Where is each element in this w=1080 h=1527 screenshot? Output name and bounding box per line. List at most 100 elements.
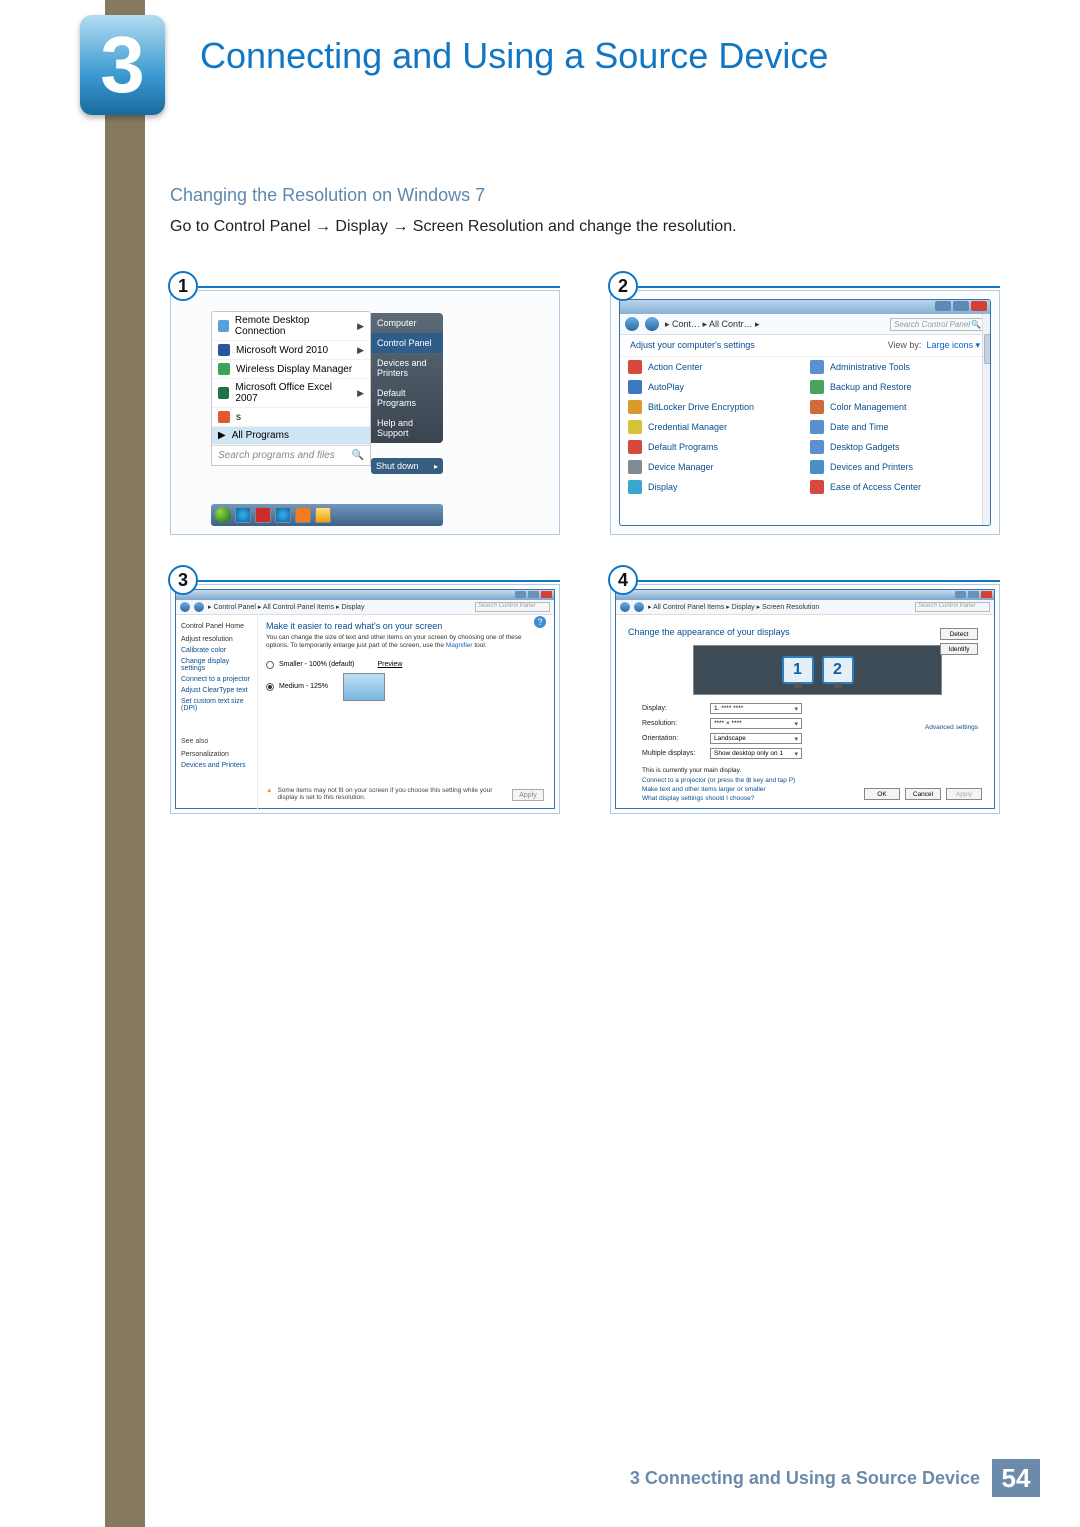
ok-button[interactable]: OK: [864, 788, 900, 800]
chapter-number-badge: 3: [80, 15, 165, 115]
close-button[interactable]: [971, 301, 987, 311]
startmenu-right-item[interactable]: Devices and Printers: [371, 353, 443, 383]
screenres-link[interactable]: Connect to a projector (or press the ⊞ k…: [642, 776, 982, 784]
cp-item[interactable]: BitLocker Drive Encryption: [626, 397, 802, 417]
taskbar-explorer-icon[interactable]: [315, 507, 331, 523]
startmenu-item[interactable]: Remote Desktop Connection▶: [212, 312, 370, 341]
sidebar-link[interactable]: Set custom text size (DPI): [181, 696, 252, 714]
search-input[interactable]: Search Control Panel: [890, 318, 985, 331]
nav-fwd-icon[interactable]: [645, 317, 659, 331]
identify-button[interactable]: Identify: [940, 643, 978, 655]
view-by-dropdown[interactable]: Large icons ▾: [926, 340, 980, 350]
startmenu-search[interactable]: Search programs and files🔍: [212, 445, 370, 465]
cancel-button[interactable]: Cancel: [905, 788, 941, 800]
cp-item[interactable]: Color Management: [808, 397, 984, 417]
minimize-button[interactable]: [935, 301, 951, 311]
maximize-button[interactable]: [953, 301, 969, 311]
cp-item[interactable]: Credential Manager: [626, 417, 802, 437]
maximize-button[interactable]: [968, 591, 979, 598]
taskbar-app-icon[interactable]: [255, 507, 271, 523]
see-also-link[interactable]: Personalization: [181, 749, 252, 760]
cp-item[interactable]: Date and Time: [808, 417, 984, 437]
search-input[interactable]: Search Control Panel: [915, 602, 990, 612]
breadcrumb[interactable]: ▸ All Control Panel Items ▸ Display ▸ Sc…: [648, 603, 819, 611]
cp-items-grid: Action Center Administrative Tools AutoPla…: [620, 356, 990, 497]
startmenu-left-column: Remote Desktop Connection▶Microsoft Word…: [211, 311, 371, 466]
sidebar-link[interactable]: Change display settings: [181, 656, 252, 674]
detect-button[interactable]: Detect: [940, 628, 978, 640]
sidebar-link[interactable]: Adjust ClearType text: [181, 685, 252, 696]
apply-button[interactable]: Apply: [946, 788, 982, 800]
scrollbar[interactable]: [982, 314, 990, 525]
startmenu-item[interactable]: Microsoft Office Excel 2007▶: [212, 379, 370, 408]
startmenu-item[interactable]: s: [212, 408, 370, 427]
resolution-select[interactable]: **** × ****: [710, 718, 802, 729]
step-3-container: 3 ▸ Control Panel ▸ All Control Panel It…: [170, 580, 560, 814]
nav-fwd-icon[interactable]: [194, 602, 204, 612]
taskbar-media-icon[interactable]: [295, 507, 311, 523]
resolution-label: Resolution:: [642, 720, 702, 727]
startmenu-item[interactable]: Wireless Display Manager: [212, 360, 370, 379]
multiple-label: Multiple displays:: [642, 750, 702, 757]
cp-item[interactable]: Action Center: [626, 357, 802, 377]
minimize-button[interactable]: [515, 591, 526, 598]
cp-item[interactable]: Device Manager: [626, 457, 802, 477]
sidebar-home[interactable]: Control Panel Home: [181, 621, 252, 632]
display-window: ▸ Control Panel ▸ All Control Panel Item…: [175, 589, 555, 809]
taskbar-ie-icon[interactable]: [235, 507, 251, 523]
breadcrumb[interactable]: ▸ Cont… ▸ All Contr… ▸: [665, 319, 760, 330]
cp-item[interactable]: Backup and Restore: [808, 377, 984, 397]
monitor-2-icon[interactable]: 2: [822, 656, 854, 684]
startmenu-item[interactable]: Microsoft Word 2010▶: [212, 341, 370, 360]
startmenu-item[interactable]: ▶All Programs: [212, 427, 370, 445]
cp-window: ▸ Cont… ▸ All Contr… ▸ Search Control Pa…: [619, 299, 991, 526]
breadcrumb[interactable]: ▸ Control Panel ▸ All Control Panel Item…: [208, 603, 364, 611]
sidebar-link[interactable]: Connect to a projector: [181, 674, 252, 685]
cp-item[interactable]: Display: [626, 477, 802, 497]
screenshot-4-screenres: ▸ All Control Panel Items ▸ Display ▸ Sc…: [610, 584, 1000, 814]
cp-item[interactable]: Default Programs: [626, 437, 802, 457]
cp-item[interactable]: Devices and Printers: [808, 457, 984, 477]
screenres-body: Change the appearance of your displays 1…: [616, 615, 994, 808]
screenshot-1-startmenu: Remote Desktop Connection▶Microsoft Word…: [170, 290, 560, 535]
close-button[interactable]: [981, 591, 992, 598]
multiple-select[interactable]: Show desktop only on 1: [710, 748, 802, 759]
nav-back-icon[interactable]: [620, 602, 630, 612]
startmenu-right-item[interactable]: Default Programs: [371, 383, 443, 413]
cp-item[interactable]: Ease of Access Center: [808, 477, 984, 497]
apply-button[interactable]: Apply: [512, 789, 544, 801]
orientation-select[interactable]: Landscape: [710, 733, 802, 744]
cp-item[interactable]: Desktop Gadgets: [808, 437, 984, 457]
startmenu-right-item[interactable]: Help and Support: [371, 413, 443, 443]
start-orb-icon[interactable]: [215, 507, 231, 523]
cp-item[interactable]: AutoPlay: [626, 377, 802, 397]
maximize-button[interactable]: [528, 591, 539, 598]
main-display-note: This is currently your main display.: [642, 767, 982, 774]
radio-smaller[interactable]: [266, 661, 274, 669]
settings-rows: Display:1. **** **** Resolution:**** × *…: [642, 701, 982, 761]
startmenu-right-item[interactable]: Control Panel: [371, 333, 443, 353]
see-also-link[interactable]: Devices and Printers: [181, 760, 252, 771]
close-button[interactable]: [541, 591, 552, 598]
advanced-settings-link[interactable]: Advanced settings: [925, 724, 978, 731]
cp-item[interactable]: Administrative Tools: [808, 357, 984, 377]
taskbar-ie2-icon[interactable]: [275, 507, 291, 523]
monitor-1-icon[interactable]: 1: [782, 656, 814, 684]
minimize-button[interactable]: [955, 591, 966, 598]
nav-back-icon[interactable]: [180, 602, 190, 612]
sidebar-link[interactable]: Adjust resolution: [181, 634, 252, 645]
section-instruction: Go to Control Panel → Display → Screen R…: [170, 218, 1000, 236]
startmenu-right-item[interactable]: Computer: [371, 313, 443, 333]
search-input[interactable]: Search Control Panel: [475, 602, 550, 612]
step-badge-3: 3: [168, 565, 198, 595]
display-select[interactable]: 1. **** ****: [710, 703, 802, 714]
footer-chapter-ref: 3 Connecting and Using a Source Device: [630, 1468, 980, 1489]
radio-medium[interactable]: [266, 683, 274, 691]
nav-back-icon[interactable]: [625, 317, 639, 331]
shutdown-button[interactable]: Shut down: [371, 458, 443, 474]
step-2-container: 2 ▸ Cont… ▸ All Contr… ▸ Sear: [610, 286, 1000, 535]
sidebar-link[interactable]: Calibrate color: [181, 645, 252, 656]
nav-fwd-icon[interactable]: [634, 602, 644, 612]
magnifier-link[interactable]: Magnifier: [446, 642, 473, 649]
window-titlebar: [620, 300, 990, 314]
